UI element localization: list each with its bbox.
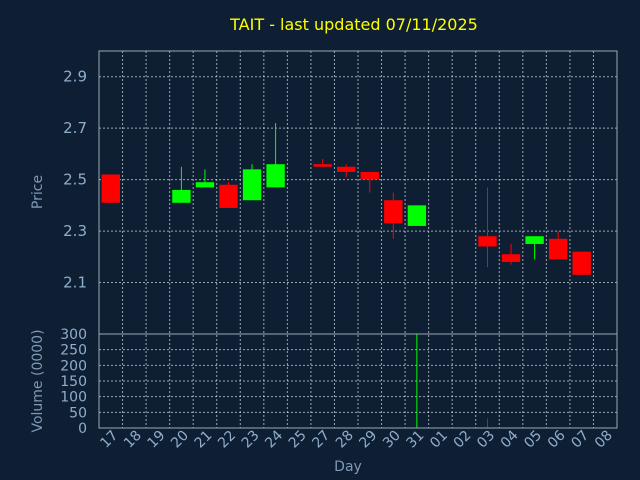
x-tick-label: 02	[451, 428, 475, 452]
candle	[337, 164, 356, 178]
candle-body	[384, 200, 403, 224]
volume-tick-label: 200	[60, 358, 87, 374]
volume-axis-label: Volume (0000)	[30, 329, 46, 432]
candle	[172, 166, 191, 203]
candle-body	[172, 189, 191, 203]
volume-tick-label: 100	[60, 390, 87, 406]
price-tick-label: 2.9	[63, 68, 87, 86]
candle	[525, 236, 544, 260]
volume-tick-label: 150	[60, 374, 87, 390]
x-tick-label: 23	[239, 428, 263, 452]
candle-body	[407, 205, 427, 226]
candle	[478, 187, 497, 268]
candle	[266, 123, 285, 188]
x-tick-label: 17	[97, 428, 121, 452]
candle-body	[525, 236, 544, 244]
candle-body	[219, 184, 238, 208]
candle-body	[501, 254, 521, 262]
price-tick-label: 2.3	[63, 222, 87, 240]
price-tick-label: 2.1	[63, 274, 87, 292]
volume-tick-label: 50	[69, 405, 87, 421]
candle-body	[360, 171, 379, 180]
candle-body	[101, 174, 120, 203]
x-tick-label: 22	[215, 428, 239, 452]
candle	[501, 243, 521, 265]
x-axis-label: Day	[334, 459, 362, 475]
candle	[572, 251, 591, 275]
candle-body	[266, 164, 285, 188]
candle-body	[195, 182, 215, 188]
volume-tick-label: 250	[60, 343, 87, 359]
x-tick-label: 21	[192, 428, 216, 452]
candles	[101, 123, 591, 275]
x-tick-label: 03	[474, 428, 498, 452]
price-tick-label: 2.7	[63, 119, 87, 137]
price-tick-label: 2.5	[63, 171, 87, 189]
candle	[313, 159, 332, 167]
volume-bars	[416, 334, 488, 428]
volume-panel-frame	[98, 333, 618, 429]
price-axis-label: Price	[30, 175, 46, 209]
candle-body	[313, 164, 332, 167]
candle	[384, 192, 403, 239]
x-tick-label: 29	[356, 428, 380, 452]
candle	[195, 169, 215, 188]
candle	[219, 182, 238, 208]
x-tick-label: 25	[286, 428, 310, 452]
x-tick-label: 05	[521, 428, 545, 452]
x-tick-label: 24	[262, 427, 286, 451]
candle	[101, 174, 120, 203]
x-tick-label: 31	[404, 428, 428, 452]
chart-title: TAIT - last updated 07/11/2025	[229, 15, 478, 34]
candle	[548, 231, 568, 260]
x-tick-label: 07	[568, 428, 592, 452]
candle	[242, 164, 262, 201]
x-tick-label: 19	[145, 428, 169, 452]
volume-tick-label: 0	[78, 421, 87, 437]
x-tick-label: 27	[309, 428, 333, 452]
candle-body	[337, 166, 356, 172]
price-tick-labels: 2.1 2.3 2.5 2.7 2.9	[63, 68, 87, 292]
x-tick-label: 18	[121, 428, 145, 452]
candle-body	[572, 251, 591, 275]
x-tick-label: 01	[427, 428, 451, 452]
x-tick-label: 08	[592, 428, 616, 452]
x-tick-label: 04	[498, 427, 522, 451]
volume-tick-label: 300	[60, 327, 87, 343]
candle	[407, 205, 427, 226]
candle-body	[478, 236, 497, 247]
candle-body	[242, 169, 262, 201]
x-tick-labels: 17 18 19 20 21 22 23 24 25 27 28 29 30 31 01 02 03 04 05 06…	[97, 427, 615, 451]
x-tick-label: 30	[380, 428, 404, 452]
x-tick-label: 28	[333, 428, 357, 452]
x-tick-label: 06	[545, 427, 569, 451]
x-gridlines	[122, 51, 594, 428]
candle	[360, 171, 379, 193]
x-tick-label: 20	[168, 428, 192, 452]
candle-body	[548, 238, 568, 260]
